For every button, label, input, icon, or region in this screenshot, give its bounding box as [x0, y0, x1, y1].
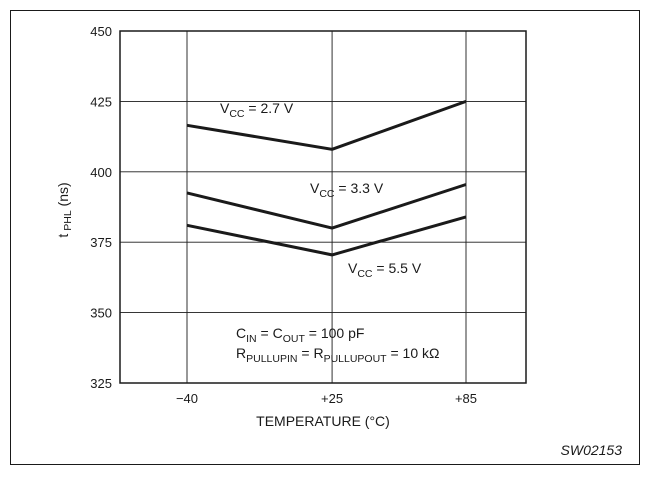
series-lines [186, 99, 467, 257]
grid [120, 31, 526, 383]
x-tick-label: +85 [455, 391, 477, 406]
y-tick-label: 350 [90, 306, 112, 321]
figure-reference: SW02153 [561, 442, 623, 458]
series-line-1 [186, 183, 467, 230]
plot-area-border [119, 30, 527, 384]
x-tick-label: +25 [321, 391, 343, 406]
figure-frame [10, 10, 640, 465]
y-tick-label: 425 [90, 94, 112, 109]
y-tick-labels: 325 350 375 400 425 450 [90, 24, 112, 391]
series-label-5.5v: VCC = 5.5 V [348, 260, 422, 280]
x-tick-label: −40 [176, 391, 198, 406]
x-axis-title: TEMPERATURE (°C) [256, 413, 390, 429]
series-label-3.3v: VCC = 3.3 V [310, 180, 384, 200]
series-line-2 [186, 215, 467, 257]
y-tick-label: 375 [90, 235, 112, 250]
y-tick-label: 450 [90, 24, 112, 39]
y-axis-title: tPHL (ns) [55, 182, 74, 237]
annotation-resistance: RPULLUPIN = RPULLUPOUT = 10 kΩ [236, 345, 439, 365]
series-line-0 [186, 99, 467, 151]
y-tick-label: 325 [90, 376, 112, 391]
y-tick-label: 400 [90, 165, 112, 180]
series-label-2.7v: VCC = 2.7 V [220, 100, 294, 120]
annotation-capacitance: CIN = COUT = 100 pF [236, 325, 364, 345]
x-tick-labels: −40 +25 +85 [176, 391, 477, 406]
